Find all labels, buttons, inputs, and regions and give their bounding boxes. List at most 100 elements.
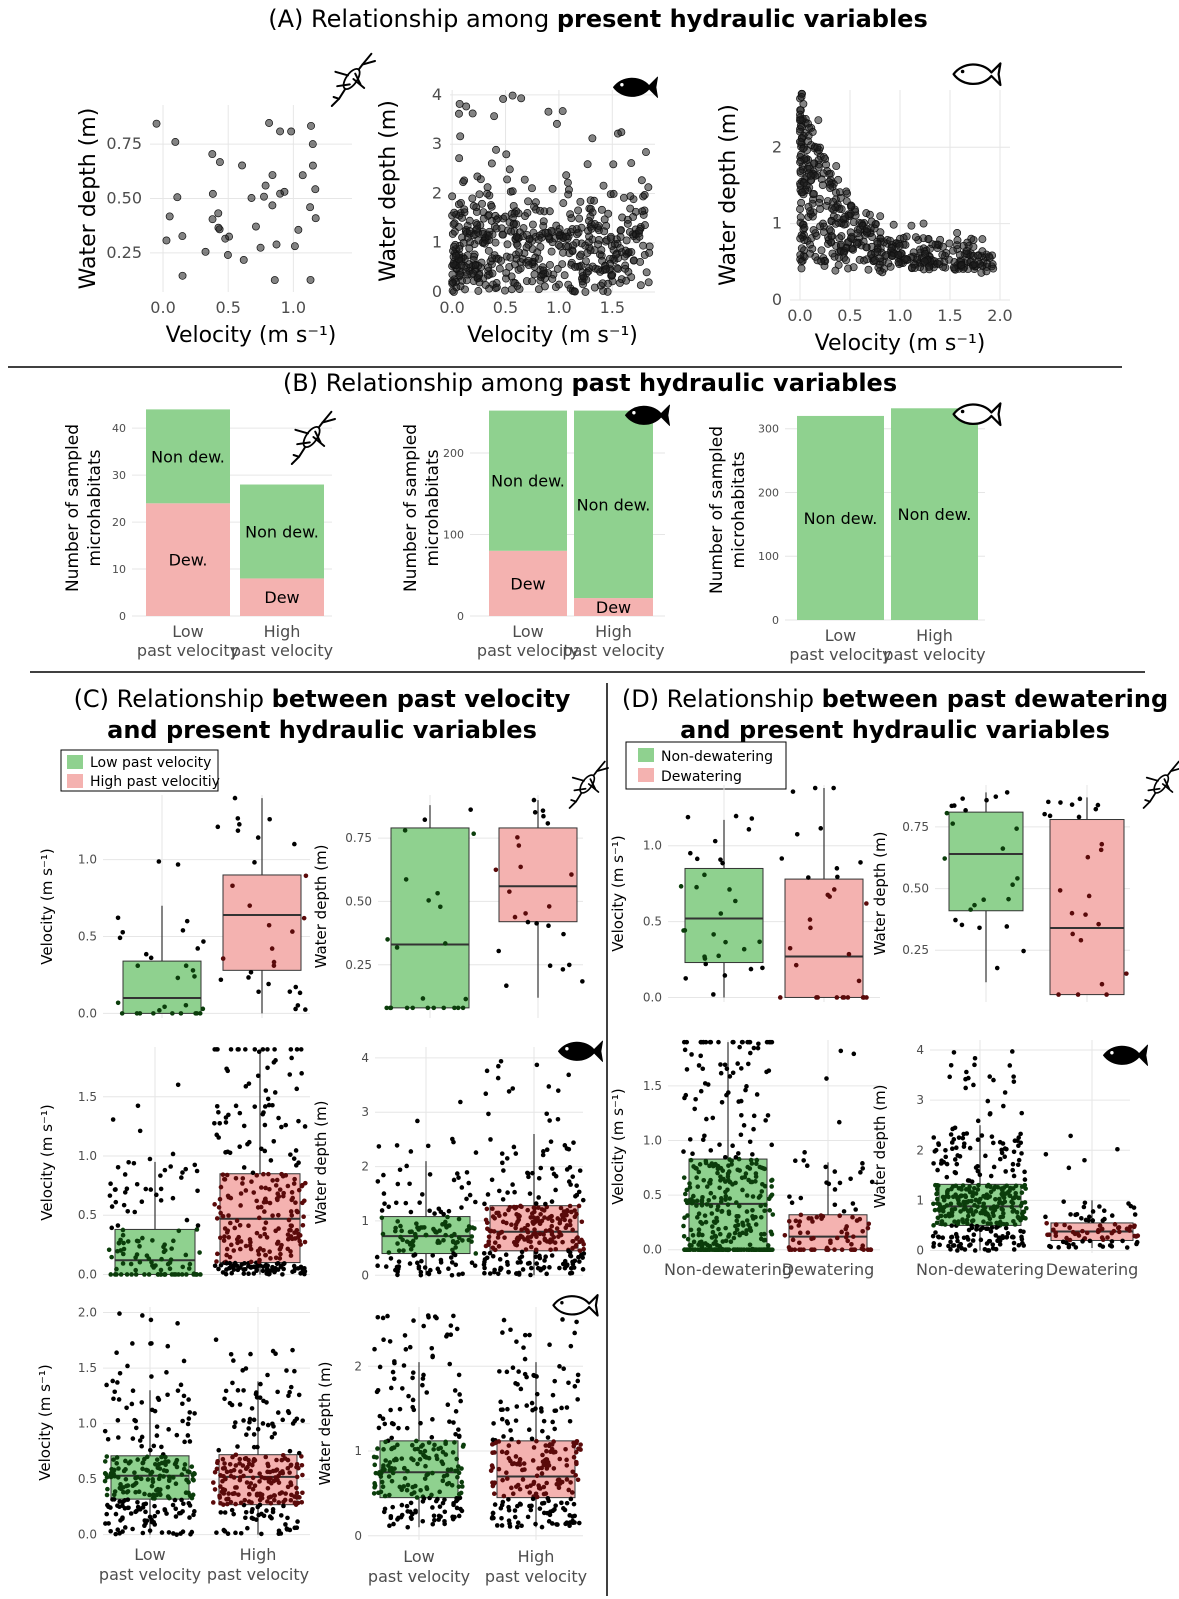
box-point bbox=[1008, 1185, 1013, 1191]
box-point bbox=[1019, 1110, 1025, 1116]
scatter-point bbox=[208, 215, 217, 224]
scatter-point bbox=[842, 256, 850, 265]
scatter-point bbox=[448, 192, 457, 201]
box-point bbox=[743, 1231, 749, 1237]
box-point bbox=[440, 1478, 446, 1484]
scatter-point bbox=[534, 235, 543, 244]
box-point bbox=[148, 955, 154, 961]
box-point bbox=[116, 1435, 121, 1440]
bar-segment bbox=[489, 550, 567, 616]
box-point bbox=[1015, 1214, 1021, 1220]
box-point bbox=[940, 1235, 946, 1241]
box-point bbox=[283, 1491, 288, 1496]
box-point bbox=[246, 975, 251, 980]
scatter-point bbox=[474, 287, 483, 295]
y-tick-label: 300 bbox=[758, 423, 779, 436]
box-point bbox=[802, 1150, 807, 1155]
box-point bbox=[844, 1231, 850, 1237]
y-axis-title: Water depth (m) bbox=[312, 845, 330, 969]
box-point bbox=[837, 1180, 843, 1186]
box-point bbox=[452, 1252, 458, 1258]
box-point bbox=[262, 1197, 268, 1202]
scatter-point bbox=[503, 240, 512, 249]
box-point bbox=[390, 1470, 396, 1476]
x-tick-label: 0.5 bbox=[837, 306, 862, 325]
y-axis-title: microhabitats bbox=[85, 449, 105, 566]
box-point bbox=[473, 1199, 478, 1205]
box-point bbox=[390, 1504, 396, 1510]
box-point bbox=[570, 1520, 576, 1526]
box-point bbox=[510, 1182, 515, 1187]
box-point bbox=[120, 1227, 126, 1233]
box-point bbox=[1124, 971, 1129, 976]
box-point bbox=[832, 1187, 838, 1192]
box-point bbox=[737, 1044, 742, 1050]
box-point bbox=[550, 1166, 555, 1171]
box-point bbox=[152, 1503, 157, 1509]
box-point bbox=[744, 1228, 749, 1233]
scatter-point bbox=[886, 236, 895, 245]
box-point bbox=[423, 1463, 428, 1469]
box-point bbox=[218, 1500, 223, 1506]
box-point bbox=[218, 977, 224, 983]
box-point bbox=[571, 1443, 577, 1449]
box-point bbox=[381, 1465, 386, 1470]
box-point bbox=[445, 1214, 450, 1220]
box-point bbox=[1006, 896, 1011, 902]
box-point bbox=[295, 1003, 301, 1008]
box-point bbox=[400, 1237, 405, 1243]
box-point bbox=[966, 1227, 972, 1233]
scatter-point bbox=[547, 247, 556, 256]
box-point bbox=[278, 1263, 284, 1269]
box-point bbox=[175, 1321, 180, 1326]
box-point bbox=[290, 929, 295, 934]
box-point bbox=[151, 1011, 156, 1016]
box-iqr bbox=[390, 827, 470, 1009]
box-point bbox=[1093, 806, 1099, 812]
box-point bbox=[120, 1529, 125, 1534]
box-point bbox=[499, 1515, 504, 1521]
box-point bbox=[574, 1183, 579, 1188]
box-point bbox=[130, 1436, 136, 1441]
box-point bbox=[272, 1497, 277, 1503]
box-point bbox=[1010, 1161, 1016, 1167]
box-point bbox=[1015, 1162, 1021, 1168]
box-point bbox=[950, 1243, 956, 1248]
box-point bbox=[396, 1248, 402, 1253]
scatter-point bbox=[308, 161, 317, 170]
box-point bbox=[181, 1393, 187, 1399]
scatter-point bbox=[509, 201, 518, 210]
box-point bbox=[983, 1153, 988, 1159]
scatter-point bbox=[597, 246, 606, 255]
box-point bbox=[749, 1161, 755, 1166]
box-point bbox=[1097, 1204, 1102, 1209]
box-point bbox=[856, 978, 862, 984]
box-point bbox=[966, 1075, 971, 1081]
box-point bbox=[398, 1223, 403, 1229]
y-tick-label: 1.0 bbox=[643, 1133, 662, 1147]
fish-eye bbox=[960, 409, 965, 414]
scatter-point bbox=[798, 188, 807, 197]
box-point bbox=[394, 1143, 400, 1148]
x-tick-label: past velocity bbox=[99, 1565, 201, 1584]
box-point bbox=[990, 1140, 996, 1146]
box-point bbox=[267, 1200, 273, 1206]
scatter-point bbox=[508, 91, 517, 100]
box-iqr bbox=[122, 960, 202, 1014]
box-point bbox=[727, 1179, 733, 1185]
scatter-point bbox=[806, 171, 815, 180]
box-point bbox=[534, 1234, 539, 1240]
box-point bbox=[220, 956, 226, 961]
box-point bbox=[723, 1225, 728, 1231]
y-tick-label: 100 bbox=[443, 528, 464, 541]
box-point bbox=[934, 1196, 940, 1202]
box-point bbox=[456, 1491, 462, 1497]
scatter-point bbox=[796, 110, 804, 119]
box-point bbox=[450, 1238, 456, 1244]
box-point bbox=[518, 1259, 523, 1265]
box-point bbox=[1003, 1225, 1009, 1231]
box-point bbox=[531, 1205, 537, 1210]
box-point bbox=[858, 1170, 863, 1175]
fish-eye bbox=[560, 1301, 564, 1305]
box-point bbox=[222, 1461, 227, 1466]
